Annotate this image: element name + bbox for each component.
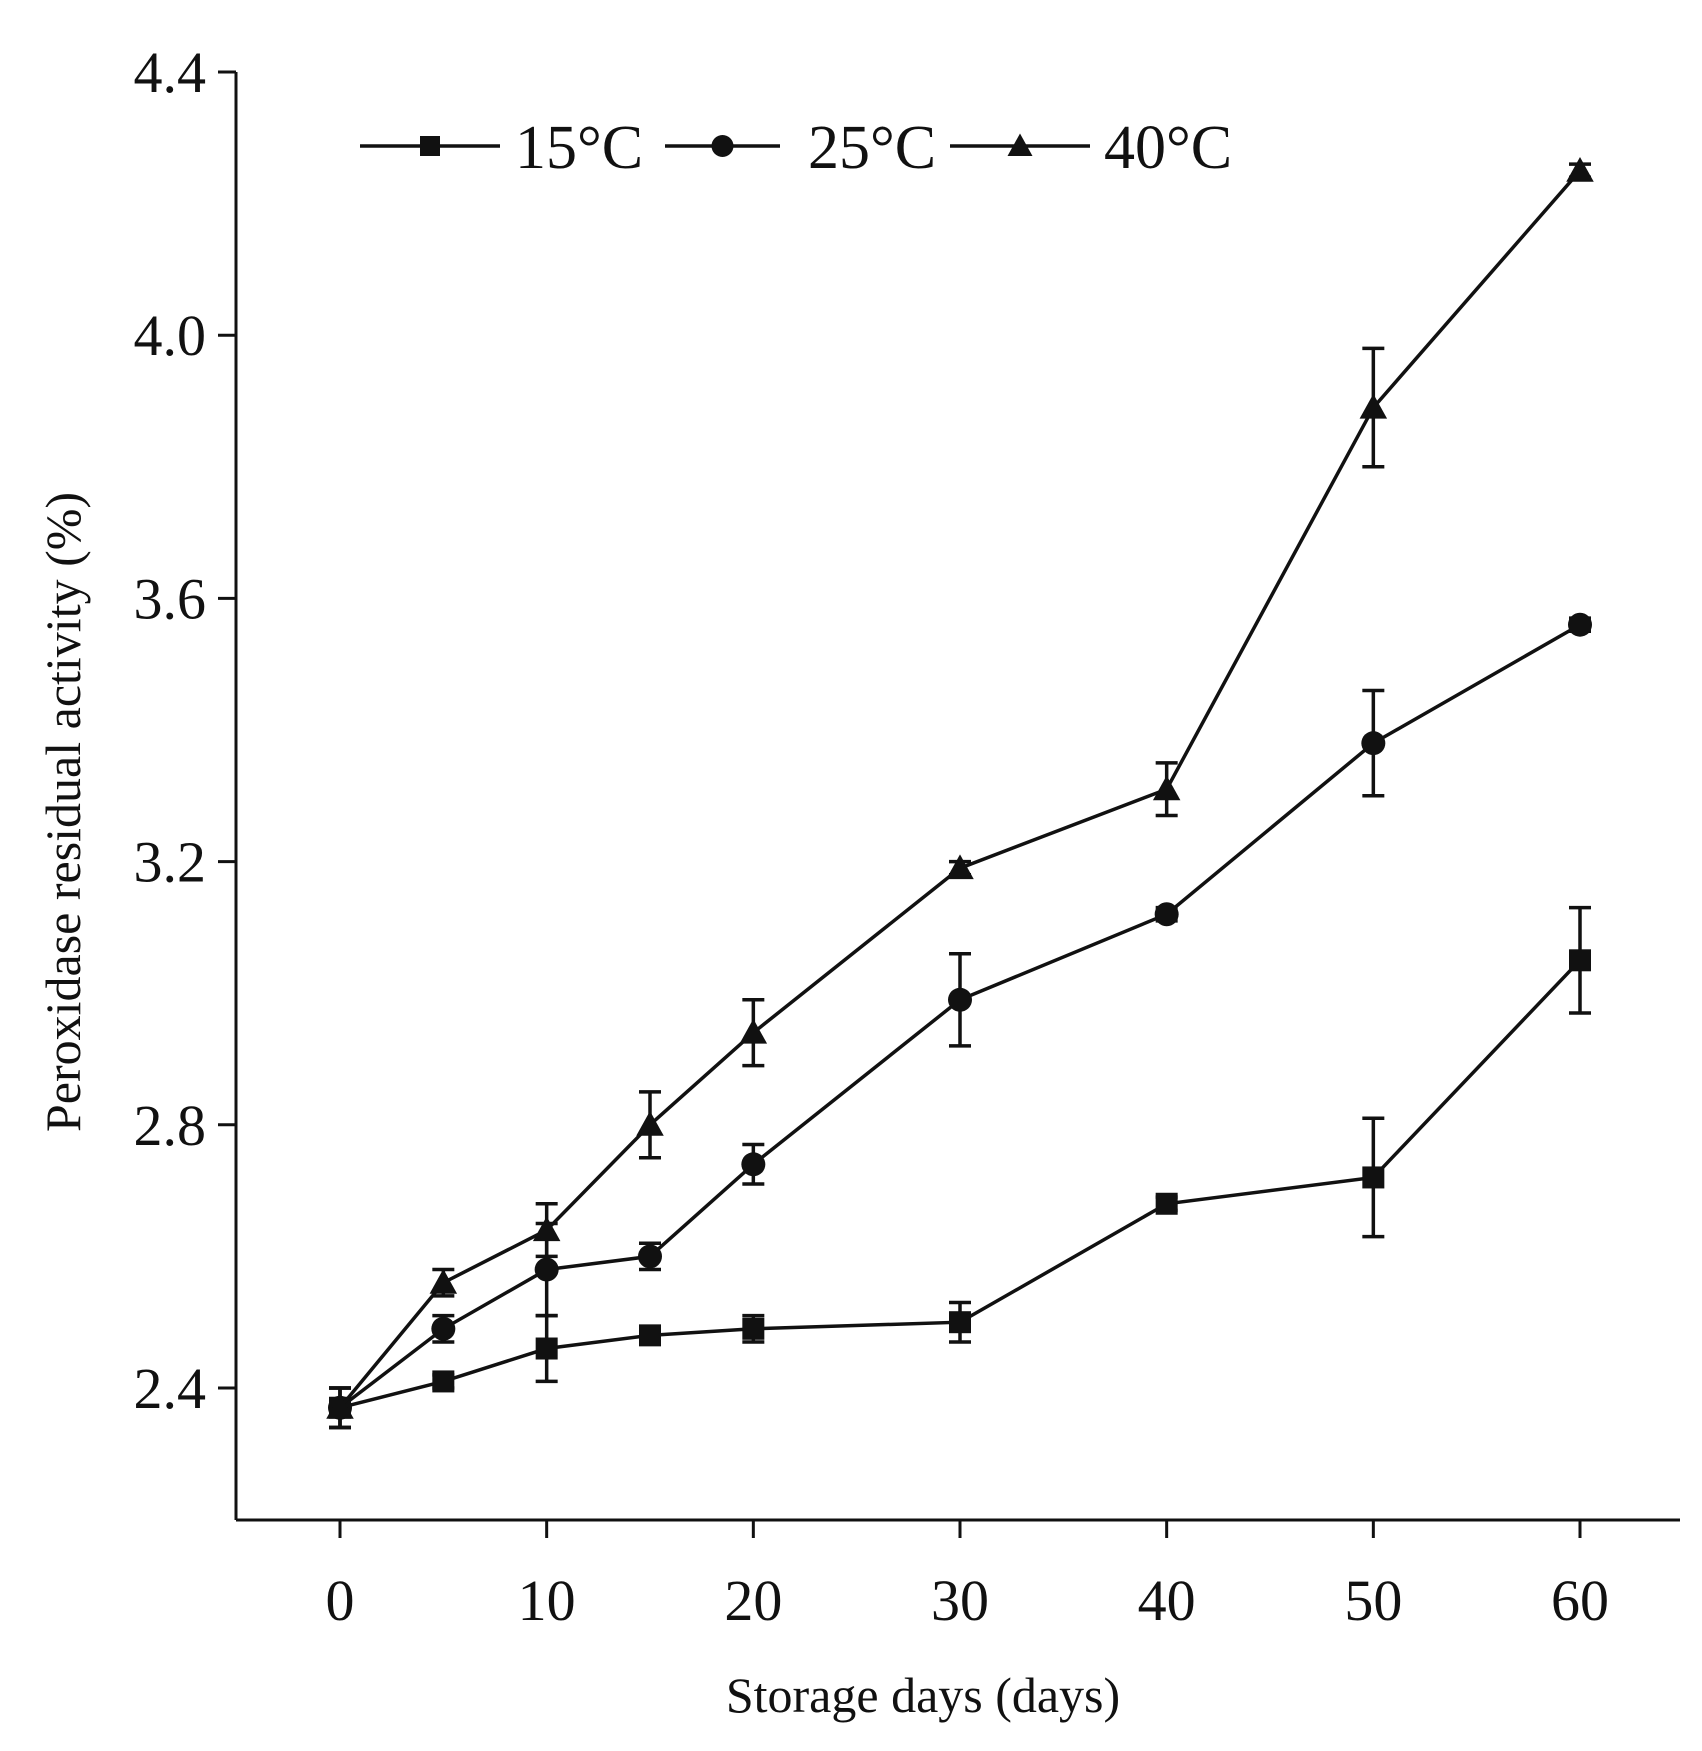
legend-marker: [711, 135, 734, 157]
data-point: [431, 1316, 456, 1341]
data-point: [949, 1311, 971, 1334]
data-point: [1154, 902, 1179, 927]
series-layer: [326, 156, 1594, 1430]
data-point: [638, 1244, 662, 1269]
y-tick-label: 4.4: [134, 40, 207, 105]
data-point: [1362, 1166, 1385, 1189]
data-point: [1569, 949, 1591, 972]
data-point: [636, 1111, 664, 1136]
legend-label: 40°C: [1104, 114, 1232, 182]
data-point: [535, 1337, 558, 1360]
data-point: [739, 1018, 768, 1044]
x-tick-label: 30: [931, 1568, 989, 1633]
legend-entry: 15°C: [360, 114, 643, 182]
data-point: [1568, 612, 1592, 637]
legend-label: 15°C: [515, 114, 643, 182]
data-point: [326, 1393, 354, 1419]
data-point: [532, 1216, 561, 1242]
y-axis-title: Peroxidase residual activity (%): [35, 492, 91, 1132]
data-point: [1359, 393, 1388, 419]
data-point: [639, 1324, 661, 1347]
y-tick-label: 3.2: [134, 830, 207, 895]
data-point: [1152, 775, 1181, 801]
data-point: [741, 1152, 766, 1177]
legend-label: 25°C: [808, 114, 936, 182]
legend-marker: [1007, 133, 1033, 156]
series-40°C: [326, 156, 1594, 1430]
data-point: [432, 1370, 455, 1393]
data-point: [742, 1317, 765, 1340]
x-ticks: 0 10 20 30 40 50 60: [326, 1520, 1609, 1633]
y-tick-label: 2.8: [134, 1093, 207, 1158]
legend: 15°C 25°C 40°C: [360, 114, 1232, 182]
series-line: [338, 169, 1582, 1409]
legend-entry: 25°C: [665, 114, 936, 182]
x-tick-label: 50: [1344, 1568, 1402, 1633]
data-point: [1566, 156, 1594, 182]
data-point: [1155, 1192, 1178, 1215]
x-tick-label: 10: [518, 1568, 576, 1633]
y-ticks: 2.4 2.8 3.2 3.6 4.0 4.4: [134, 40, 236, 1421]
x-tick-label: 40: [1138, 1568, 1196, 1633]
data-point: [534, 1257, 559, 1282]
x-tick-label: 0: [326, 1568, 355, 1633]
axes: [234, 72, 1680, 1522]
y-tick-label: 4.0: [134, 303, 207, 368]
data-point: [429, 1268, 458, 1294]
data-point: [946, 854, 974, 880]
series-15°C: [329, 905, 1591, 1430]
y-tick-label: 3.6: [134, 566, 207, 631]
legend-entry: 40°C: [950, 114, 1232, 182]
data-point: [1361, 731, 1386, 756]
x-tick-label: 20: [724, 1568, 782, 1633]
data-point: [948, 987, 972, 1012]
y-tick-label: 2.4: [134, 1356, 207, 1421]
x-axis-title: Storage days (days): [726, 1667, 1120, 1723]
x-tick-label: 60: [1551, 1568, 1609, 1633]
legend-marker: [420, 136, 440, 156]
